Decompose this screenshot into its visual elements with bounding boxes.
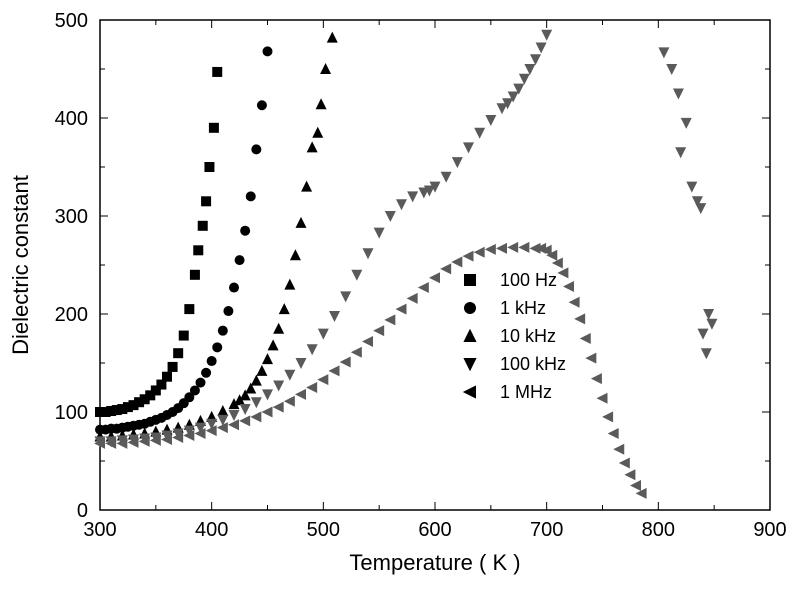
- x-tick-label: 700: [530, 519, 563, 541]
- x-tick-label: 900: [753, 519, 786, 541]
- legend-item-label: 1 kHz: [500, 298, 546, 318]
- x-tick-label: 600: [418, 519, 451, 541]
- legend-item-label: 100 Hz: [500, 270, 557, 290]
- y-tick-label: 100: [55, 402, 88, 424]
- legend-item-label: 1 MHz: [500, 382, 552, 402]
- x-tick-label: 500: [307, 519, 340, 541]
- x-tick-label: 300: [83, 519, 116, 541]
- y-tick-label: 300: [55, 206, 88, 228]
- y-tick-label: 400: [55, 108, 88, 130]
- y-tick-label: 0: [77, 500, 88, 522]
- y-axis-label: Dielectric constant: [8, 175, 33, 355]
- x-tick-label: 400: [195, 519, 228, 541]
- legend-item-label: 100 kHz: [500, 354, 566, 374]
- dielectric-chart: 300 400 500 600 700 800 900 0 100 200 300 400 500 Tem…: [0, 0, 800, 590]
- y-tick-label: 500: [55, 10, 88, 32]
- x-axis-label: Temperature ( K ): [349, 550, 520, 575]
- y-tick-label: 200: [55, 304, 88, 326]
- chart-svg: 300 400 500 600 700 800 900 0 100 200 300 400 500 Tem…: [0, 0, 800, 590]
- legend-item-label: 10 kHz: [500, 326, 556, 346]
- x-tick-label: 800: [642, 519, 675, 541]
